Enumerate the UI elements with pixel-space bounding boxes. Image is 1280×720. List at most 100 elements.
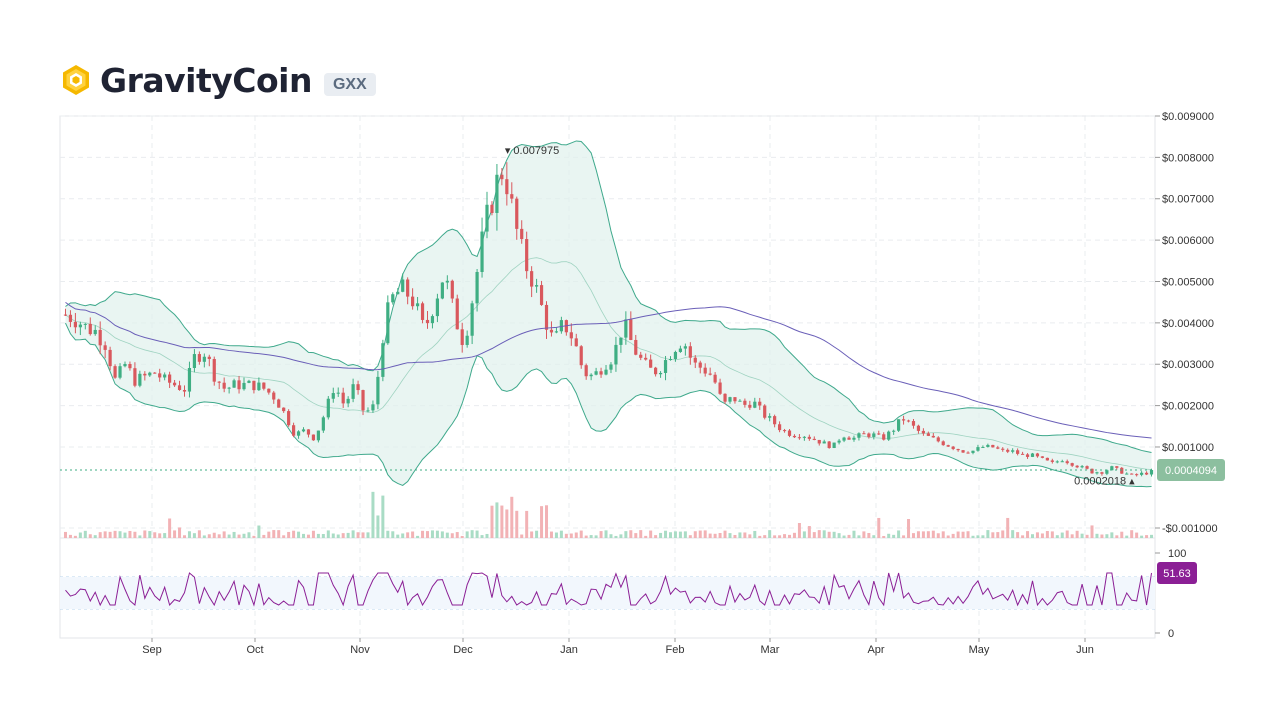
volume-bar bbox=[882, 535, 886, 538]
price-axis: $0.009000 $0.008000 $0.007000 $0.006000 $0.0… bbox=[1155, 111, 1218, 535]
volume-bar bbox=[822, 530, 826, 538]
volume-bar bbox=[569, 533, 573, 538]
candle-body bbox=[812, 438, 816, 440]
volume-bar bbox=[996, 532, 1000, 538]
candle-body bbox=[108, 349, 112, 367]
candle-body bbox=[708, 373, 712, 375]
volume-bar bbox=[1110, 532, 1114, 538]
volume-bar bbox=[297, 531, 301, 538]
volume-bar bbox=[966, 531, 970, 538]
volume-bar bbox=[1006, 517, 1010, 538]
candle-body bbox=[1060, 461, 1064, 463]
volume-bar bbox=[629, 530, 633, 538]
candle-body bbox=[887, 431, 891, 440]
volume-bar bbox=[733, 534, 737, 538]
candle-body bbox=[68, 314, 73, 322]
volume-bar bbox=[361, 532, 365, 538]
volume-bar bbox=[540, 506, 544, 538]
volume-bar bbox=[222, 531, 226, 538]
volume-bar bbox=[168, 518, 172, 538]
candle-body bbox=[480, 231, 484, 272]
volume-bar bbox=[306, 534, 310, 538]
candle-body bbox=[683, 346, 687, 349]
volume-bar bbox=[237, 534, 241, 538]
volume-bar bbox=[649, 530, 653, 538]
band-upper bbox=[65, 140, 1152, 454]
volume-bar bbox=[921, 531, 925, 538]
volume-bar bbox=[758, 535, 762, 538]
volume-bars bbox=[63, 491, 1154, 538]
volume-bar bbox=[455, 532, 459, 538]
volume-bar bbox=[812, 532, 816, 538]
candle-body bbox=[1135, 474, 1139, 476]
candle-body bbox=[1090, 468, 1094, 474]
volume-bar bbox=[1130, 530, 1134, 538]
volume-bar bbox=[664, 530, 668, 538]
volume-bar bbox=[252, 535, 256, 538]
volume-bar bbox=[138, 535, 142, 538]
candle-body bbox=[311, 434, 316, 441]
candle-body bbox=[262, 382, 266, 389]
volume-bar bbox=[212, 532, 216, 538]
candle-body bbox=[1011, 450, 1015, 452]
candle-body bbox=[773, 416, 777, 425]
candle-body bbox=[604, 369, 608, 375]
volume-bar bbox=[311, 530, 315, 538]
current-price-tag bbox=[1157, 459, 1225, 482]
candle-body bbox=[688, 346, 692, 358]
volume-bar bbox=[475, 530, 479, 538]
candle-body bbox=[341, 392, 345, 404]
candle-body bbox=[748, 404, 752, 408]
candle-body bbox=[525, 239, 529, 272]
volume-bar bbox=[187, 531, 191, 538]
candle-body bbox=[911, 421, 916, 426]
candle-body bbox=[1144, 472, 1149, 475]
candle-body bbox=[668, 359, 673, 361]
candle-body bbox=[98, 329, 102, 346]
volume-bar bbox=[381, 495, 385, 538]
rsi-value: 51.63 bbox=[1163, 568, 1191, 580]
candle-body bbox=[743, 400, 747, 405]
volume-bar bbox=[708, 533, 712, 538]
candle-body bbox=[877, 433, 881, 435]
volume-bar bbox=[113, 530, 117, 538]
candle-body bbox=[396, 291, 400, 295]
volume-bar bbox=[1090, 525, 1094, 538]
candle-body bbox=[559, 320, 563, 332]
candle-body bbox=[1115, 466, 1119, 468]
volume-bar bbox=[857, 535, 861, 538]
volume-bar bbox=[207, 534, 211, 538]
candle-body bbox=[589, 374, 593, 377]
volume-bar bbox=[703, 530, 707, 538]
band-fill bbox=[65, 140, 1152, 487]
candle-body bbox=[172, 382, 177, 386]
candle-body bbox=[470, 303, 474, 336]
volume-bar bbox=[401, 533, 405, 538]
volume-bar bbox=[267, 531, 271, 538]
candle-body bbox=[177, 385, 182, 390]
candle-body bbox=[842, 437, 846, 441]
volume-bar bbox=[123, 532, 127, 538]
candle-body bbox=[381, 343, 385, 377]
candle-body bbox=[425, 319, 430, 324]
candle-body bbox=[242, 382, 246, 390]
candle-body bbox=[386, 302, 390, 344]
candle-body bbox=[301, 429, 306, 432]
rsi-panel: 100 0 bbox=[60, 548, 1186, 640]
volume-bar bbox=[554, 532, 558, 538]
candle-body bbox=[460, 329, 464, 345]
candle-body bbox=[316, 430, 320, 441]
candle-body bbox=[331, 393, 335, 399]
volume-bar bbox=[197, 530, 201, 538]
candle-body bbox=[336, 392, 340, 394]
candle-body bbox=[822, 441, 826, 444]
y-tick-label: $0.006000 bbox=[1162, 235, 1214, 247]
volume-bar bbox=[619, 534, 623, 538]
candle-body bbox=[584, 365, 588, 377]
volume-bar bbox=[668, 532, 672, 538]
candle-body bbox=[1001, 448, 1005, 450]
candle-body bbox=[222, 382, 226, 389]
candle-body bbox=[926, 433, 930, 436]
candle-body bbox=[792, 435, 797, 438]
